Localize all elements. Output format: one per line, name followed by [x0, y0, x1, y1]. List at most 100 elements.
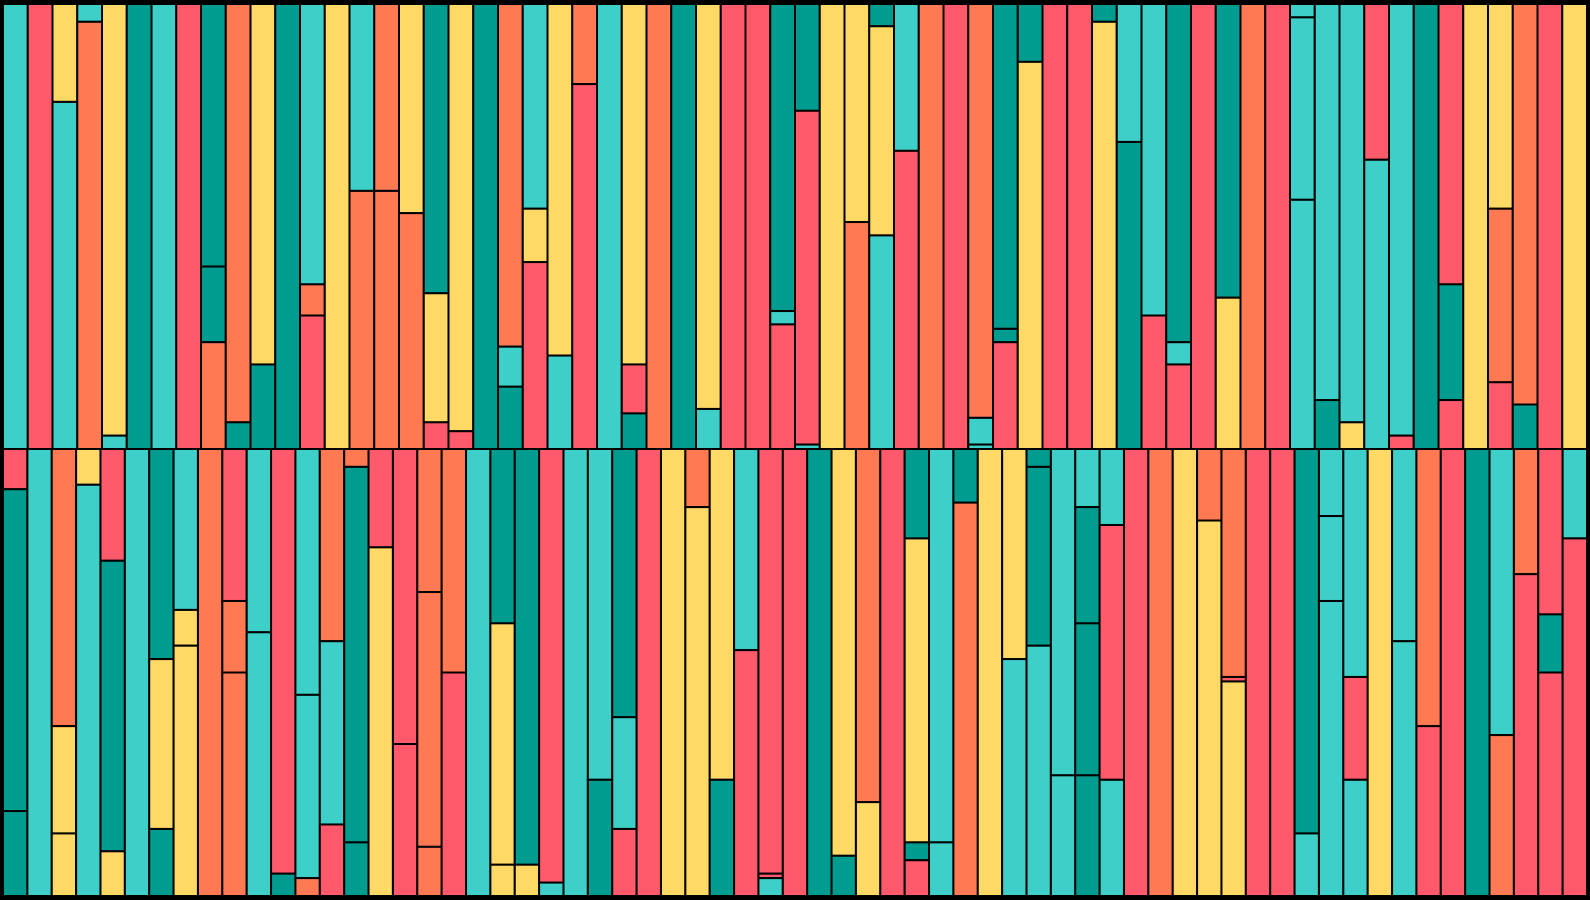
- bottom-column-29-segment-1: [684, 448, 711, 509]
- bottom-column-51-segment-1: [1220, 448, 1247, 678]
- bottom-column-28-segment-1: [659, 448, 687, 897]
- bottom-column-5-segment-1: [99, 448, 126, 562]
- top-column-1-segment-1: [2, 3, 29, 450]
- top-column-19-segment-2: [447, 430, 475, 451]
- bottom-column-3-segment-3: [50, 832, 78, 897]
- bottom-column-39-segment-1: [928, 448, 955, 844]
- bottom-column-31-segment-1: [733, 448, 760, 652]
- bottom-column-49-segment-1: [1171, 448, 1199, 897]
- bottom-column-64-segment-2: [1537, 613, 1564, 674]
- top-column-24-segment-1: [571, 3, 598, 86]
- top-column-46-segment-1: [1115, 3, 1143, 143]
- top-column-14-segment-1: [323, 3, 351, 450]
- top-column-21-segment-1: [497, 3, 524, 348]
- bottom-column-25-segment-2: [586, 778, 614, 898]
- top-column-37-segment-2: [893, 149, 920, 450]
- bottom-column-7-segment-3: [148, 827, 175, 898]
- top-column-57-segment-2: [1388, 434, 1415, 450]
- top-column-59-segment-2: [1437, 283, 1465, 402]
- top-column-39-segment-1: [942, 3, 970, 450]
- bottom-column-64-segment-1: [1537, 448, 1564, 616]
- top-column-8-segment-1: [175, 3, 202, 450]
- top-column-63-segment-1: [1536, 3, 1564, 450]
- bottom-column-26-segment-1: [611, 448, 638, 719]
- bottom-column-43-segment-3: [1025, 644, 1052, 897]
- bottom-column-55-segment-2: [1317, 515, 1345, 602]
- bottom-column-54-segment-2: [1293, 832, 1320, 897]
- top-column-13-segment-1: [299, 3, 326, 286]
- bottom-column-14-segment-3: [318, 823, 346, 897]
- top-column-26-segment-3: [620, 412, 648, 450]
- top-column-30-segment-1: [719, 3, 747, 450]
- top-column-32-segment-2: [769, 310, 796, 326]
- bottom-column-46-segment-1: [1098, 448, 1125, 526]
- top-column-38-segment-1: [917, 3, 945, 450]
- bottom-column-1-segment-1: [2, 448, 29, 491]
- top-column-2-segment-1: [26, 3, 54, 450]
- top-column-9-segment-1: [200, 3, 227, 268]
- bottom-column-27-segment-1: [635, 448, 662, 897]
- bottom-column-56-segment-1: [1342, 448, 1369, 678]
- bottom-column-61-segment-1: [1464, 448, 1491, 897]
- bottom-column-45-segment-4: [1074, 774, 1101, 897]
- top-column-41-segment-3: [992, 341, 1019, 451]
- bottom-column-36-segment-2: [854, 801, 882, 898]
- bottom-column-7-segment-1: [148, 448, 175, 661]
- top-column-55-segment-1: [1338, 3, 1366, 424]
- top-column-13-segment-3: [299, 314, 326, 450]
- bottom-column-10-segment-2: [221, 599, 248, 674]
- bottom-column-18-segment-3: [416, 845, 443, 898]
- bottom-column-31-segment-2: [733, 649, 760, 898]
- top-column-35-segment-1: [843, 3, 871, 224]
- top-column-34-segment-1: [818, 3, 846, 450]
- top-column-11-segment-2: [249, 363, 277, 451]
- top-column-35-segment-2: [843, 221, 871, 450]
- bottom-column-13-segment-3: [294, 877, 321, 897]
- bottom-column-43-segment-2: [1025, 465, 1052, 647]
- bottom-column-32-segment-1: [757, 448, 784, 875]
- top-column-48-segment-3: [1165, 363, 1192, 451]
- bottom-column-36-segment-1: [854, 448, 882, 804]
- top-column-22-segment-1: [521, 3, 549, 210]
- top-column-23-segment-1: [546, 3, 574, 357]
- bottom-column-38-segment-4: [903, 859, 931, 897]
- bottom-column-8-segment-1: [172, 448, 199, 611]
- top-column-56-segment-1: [1363, 3, 1390, 161]
- bottom-column-6-segment-1: [123, 448, 151, 897]
- top-column-40-segment-2: [967, 416, 994, 446]
- top-column-36-segment-3: [868, 234, 895, 450]
- top-column-40-segment-1: [967, 3, 994, 419]
- bottom-column-65-segment-2: [1561, 537, 1589, 898]
- top-column-19-segment-1: [447, 3, 475, 433]
- bottom-column-18-segment-2: [416, 591, 443, 848]
- top-column-50-segment-1: [1214, 3, 1242, 299]
- top-column-55-segment-2: [1338, 421, 1366, 450]
- top-column-44-segment-1: [1066, 3, 1093, 450]
- bottom-column-65-segment-1: [1561, 448, 1589, 540]
- bottom-column-46-segment-3: [1098, 778, 1125, 898]
- top-column-17-segment-1: [398, 3, 425, 215]
- top-column-61-segment-1: [1487, 3, 1514, 210]
- bottom-column-17-segment-1: [391, 448, 419, 746]
- bottom-column-3-segment-1: [50, 448, 78, 728]
- bottom-column-1-segment-2: [2, 488, 29, 813]
- bottom-column-4-segment-2: [75, 483, 102, 897]
- bottom-column-53-segment-1: [1269, 448, 1296, 897]
- bottom-column-40-segment-2: [952, 501, 979, 897]
- top-column-22-segment-2: [521, 207, 549, 264]
- top-column-59-segment-3: [1437, 399, 1465, 450]
- bottom-column-12-segment-1: [270, 448, 297, 875]
- top-column-47-segment-1: [1140, 3, 1168, 317]
- bottom-column-26-segment-3: [611, 827, 638, 898]
- bottom-column-21-segment-1: [489, 448, 516, 625]
- bottom-column-20-segment-1: [465, 448, 492, 897]
- bottom-column-22-segment-1: [513, 448, 541, 866]
- top-column-5-segment-1: [101, 3, 128, 437]
- bottom-column-37-segment-1: [879, 448, 906, 897]
- bottom-column-13-segment-2: [294, 693, 321, 880]
- bottom-column-3-segment-2: [50, 725, 78, 835]
- top-column-62-segment-1: [1511, 3, 1539, 406]
- bottom-column-48-segment-1: [1147, 448, 1174, 897]
- bottom-column-15-segment-3: [343, 841, 370, 897]
- bottom-column-8-segment-3: [172, 644, 199, 897]
